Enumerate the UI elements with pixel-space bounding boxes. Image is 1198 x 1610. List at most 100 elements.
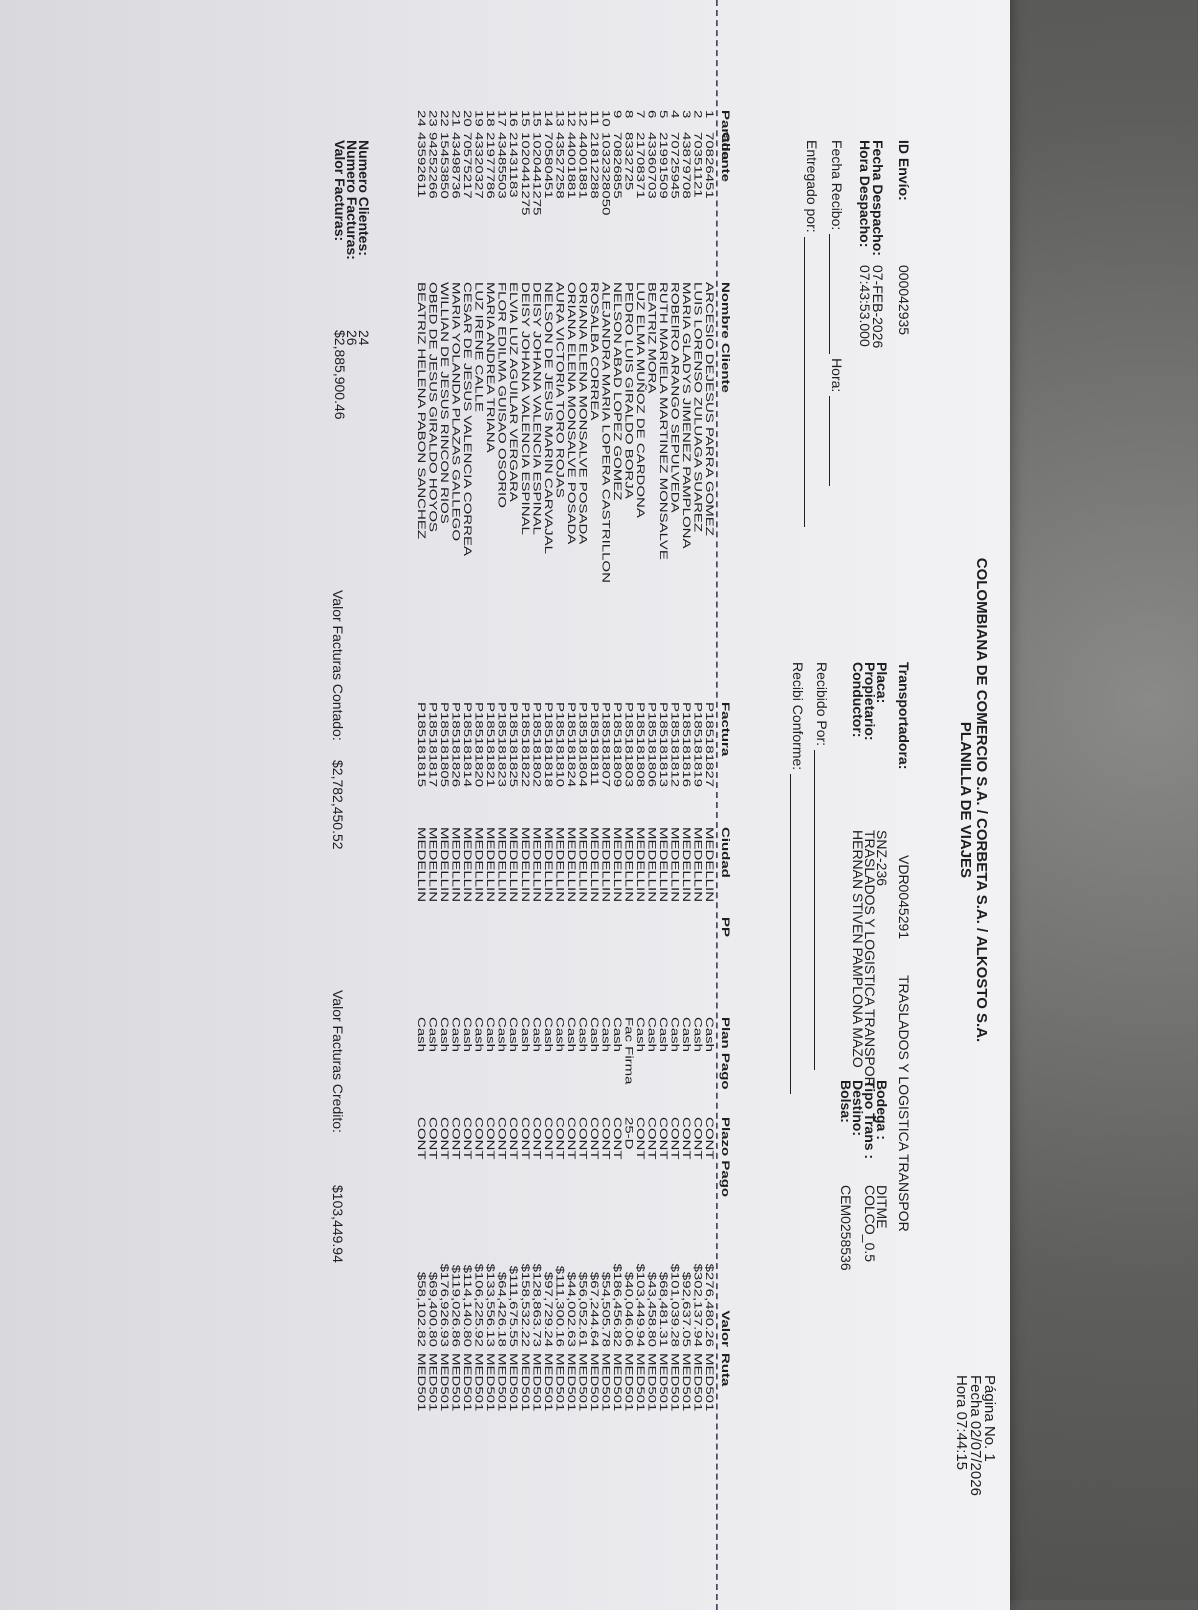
cell-valor: $276,480.26: [703, 1263, 716, 1347]
cell-valor: $101,039.28: [668, 1263, 681, 1347]
cell-ruta: MED501: [564, 1353, 578, 1412]
cell-nombre: ELVIA LUZ AGUILAR VERGARA: [507, 282, 520, 502]
cell-parada: 12: [576, 110, 589, 127]
cell-plazo-pago: CONT: [507, 1117, 520, 1160]
cell-factura: P185181819: [691, 702, 704, 788]
cell-parada: 18: [484, 110, 497, 127]
cell-ruta: MED501: [703, 1353, 716, 1412]
cell-plazo-pago: CONT: [518, 1117, 532, 1160]
cell-ciudad: MEDELLIN: [472, 827, 486, 903]
cell-factura: P185181805: [438, 702, 451, 788]
cell-plan-pago: Cash: [495, 1017, 509, 1053]
cell-ruta: MED501: [611, 1353, 624, 1412]
cell-ruta: MED501: [668, 1353, 681, 1412]
cell-ruta: MED501: [507, 1353, 520, 1412]
company-title: COLOMBIANA DE COMERCIO S.A. / CORBETA S.…: [973, 557, 990, 1043]
cell-plan-pago: Cash: [691, 1017, 704, 1053]
cell-cliente: 43498736: [449, 132, 462, 199]
cell-ciudad: MEDELLIN: [530, 827, 543, 903]
cell-valor: $68,481.31: [657, 1271, 670, 1347]
cell-ciudad: MEDELLIN: [484, 827, 497, 903]
entregado-field[interactable]: [804, 236, 805, 527]
cell-ciudad: MEDELLIN: [449, 827, 462, 903]
recibido-field[interactable]: [814, 749, 815, 1070]
credito-label: Valor Facturas Credito:: [330, 990, 346, 1133]
cell-nombre: DEISY JOHANA VALENCIA ESPINAL: [530, 282, 543, 535]
cell-plan-pago: Cash: [415, 1017, 428, 1053]
cell-plazo-pago: CONT: [461, 1117, 474, 1160]
cell-ciudad: MEDELLIN: [495, 827, 509, 903]
cell-plazo-pago: CONT: [588, 1117, 601, 1160]
table-row: 15 1020441275 DEISY JOHANA VALENCIA ESPINA…: [530, 0, 542, 1610]
cell-plazo-pago: CONT: [657, 1117, 670, 1160]
cell-pp: [542, 917, 554, 1017]
cell-factura: P185181806: [645, 702, 658, 788]
cell-factura: P185181818: [541, 702, 555, 788]
cell-plazo-pago: CONT: [611, 1117, 624, 1160]
cell-plazo-pago: CONT: [426, 1117, 439, 1160]
cell-cliente: 21708371: [634, 132, 647, 199]
cell-nombre: ORIANA ELENA MONSALVE POSADA: [564, 282, 578, 545]
cell-ruta: MED501: [484, 1353, 497, 1412]
planilla-document: COLOMBIANA DE COMERCIO S.A. / CORBETA S.…: [0, 0, 1010, 1610]
cell-plan-pago: Cash: [507, 1017, 520, 1053]
cell-valor: $111,675.55: [507, 1265, 520, 1347]
cell-cliente: 43320327: [472, 132, 486, 199]
cell-valor: $302,137.94: [691, 1263, 704, 1347]
cell-cliente: 70725945: [668, 132, 681, 199]
cell-ruta: MED501: [645, 1353, 658, 1412]
column-header-valor: Valor: [719, 1310, 732, 1347]
cell-nombre: MARIA GLADYS JIMENEZ PAMPLONA: [680, 282, 693, 549]
conforme-field[interactable]: [790, 774, 791, 1095]
cell-plazo-pago: CONT: [484, 1117, 497, 1160]
cell-nombre: OBED DE JESUS GIRALDO HOYOS: [426, 282, 439, 533]
cell-factura: P185181825: [507, 702, 520, 788]
cell-parada: 17: [495, 110, 509, 127]
hora-field[interactable]: [829, 396, 830, 487]
cell-pp: [634, 917, 646, 1017]
cell-ruta: MED501: [553, 1353, 566, 1412]
cell-nombre: ARCESIO DEJESUS PARRA GOMEZ: [703, 282, 716, 536]
cell-cliente: 8332725: [622, 132, 635, 191]
cell-ciudad: MEDELLIN: [645, 827, 658, 903]
cell-factura: P185181807: [599, 702, 612, 788]
cell-factura: P185181824: [564, 702, 578, 788]
cell-pp: [623, 917, 635, 1017]
column-header-ciudad: Ciudad: [719, 827, 732, 878]
print-time: Hora 07:44:15: [953, 1375, 970, 1471]
recibido-row: Recibido Por:: [814, 662, 830, 1070]
cell-pp: [565, 917, 577, 1017]
cell-ruta: MED501: [426, 1353, 439, 1412]
cell-plan-pago: Cash: [611, 1017, 624, 1053]
cell-factura: P185181826: [449, 702, 462, 788]
cell-plan-pago: Cash: [599, 1017, 612, 1053]
cell-valor: $176,926.93: [438, 1263, 451, 1347]
cell-pp: [680, 917, 692, 1017]
bodega-labels: Bodega : Tipo Trans : Destino: Bolsa:: [838, 1080, 890, 1159]
cell-ruta: MED501: [472, 1353, 486, 1412]
table-row: 21 43498736 MARIA YOLANDA PLAZAS GALLEGO P1…: [450, 0, 462, 1610]
cell-pp: [669, 917, 681, 1017]
cell-ciudad: MEDELLIN: [426, 827, 439, 903]
cell-pp: [611, 917, 623, 1017]
cell-ciudad: MEDELLIN: [611, 827, 624, 903]
cell-valor: $97,729.24: [541, 1271, 555, 1347]
cell-parada: 13: [553, 110, 566, 127]
cell-ciudad: MEDELLIN: [703, 827, 716, 903]
cell-plan-pago: Cash: [703, 1017, 716, 1053]
cell-plan-pago: Cash: [634, 1017, 647, 1053]
cell-plan-pago: Cash: [588, 1017, 601, 1053]
bolsa-value: CEM0258536: [838, 1185, 854, 1271]
cell-plan-pago: Cash: [518, 1017, 532, 1053]
totals-values: 24 26 $2,885,900.46: [332, 330, 372, 420]
cell-nombre: LUIS LORENSO ZULUAGA SUAREZ: [691, 282, 704, 533]
fecha-recibo-field[interactable]: [829, 234, 830, 355]
cell-cliente: 1032328050: [599, 132, 612, 216]
cell-ciudad: MEDELLIN: [622, 827, 635, 903]
cell-ruta: MED501: [541, 1353, 555, 1412]
cell-pp: [600, 917, 612, 1017]
cell-ciudad: MEDELLIN: [668, 827, 681, 903]
cell-plan-pago: Cash: [461, 1017, 474, 1053]
hora-despacho-value: 07:43:53.000: [857, 265, 873, 347]
id-envio-label: ID Envío:: [896, 140, 912, 201]
